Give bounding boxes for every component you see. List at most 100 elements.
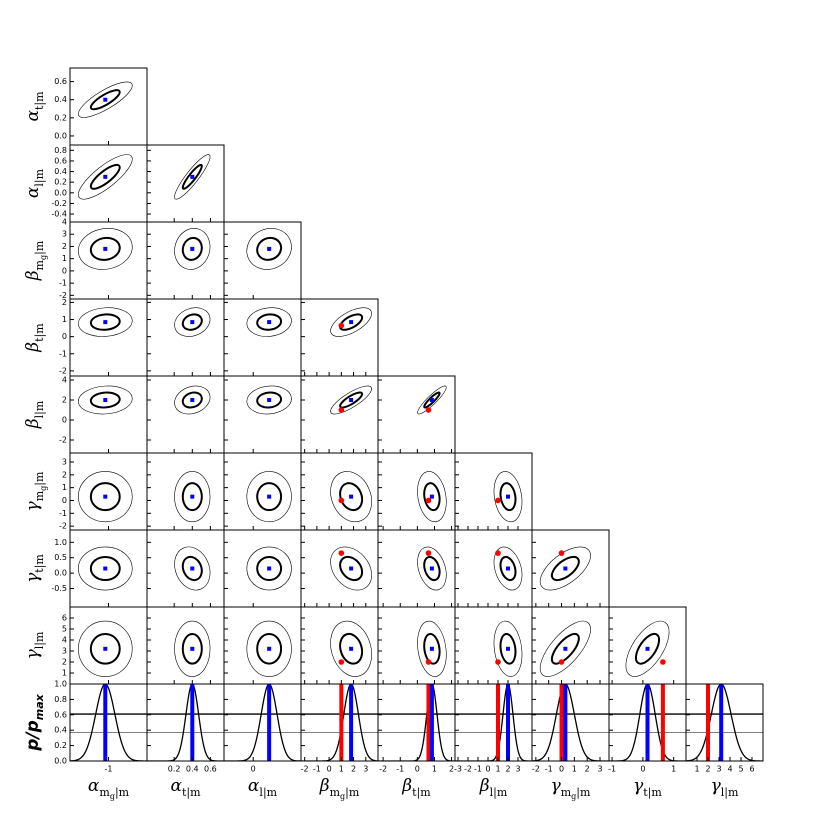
contour (89, 89, 121, 111)
axis-tail: |m (417, 786, 432, 800)
panel-frame (377, 452, 456, 531)
axis-label: βt|m (23, 323, 47, 353)
contour (339, 391, 364, 409)
x-tick-label: 1 (694, 765, 699, 774)
axis-tail: |m (345, 786, 360, 800)
axis-sub: l (33, 645, 46, 649)
density-curve (455, 684, 532, 761)
x-tick-label: 5 (738, 765, 743, 774)
axis-sub: t (412, 786, 417, 799)
panel-frame (223, 221, 302, 300)
x-tick-label: -2 (301, 765, 309, 774)
y-tick-label: 3 (62, 457, 67, 466)
panel (78, 81, 133, 118)
x-tick-label: -1 (396, 765, 404, 774)
x-tick-label: 0 (415, 765, 420, 774)
panel (78, 307, 133, 337)
y-tick-label: 0.4 (54, 167, 67, 176)
contour (499, 482, 517, 512)
contour (539, 620, 591, 677)
best-point (563, 566, 568, 571)
axis-subsub: g (39, 255, 48, 260)
panel (686, 684, 763, 761)
panel (246, 307, 292, 337)
panel-frame (300, 529, 379, 608)
panel-frame (223, 529, 302, 608)
axis-label: γmg|m (23, 471, 48, 511)
panel-frame (69, 375, 148, 454)
panel (246, 385, 292, 415)
panel (417, 471, 447, 523)
y-tick-label: 0.2 (54, 741, 67, 750)
x-tick-label: -3 (454, 765, 462, 774)
true-point (558, 550, 565, 556)
contour (78, 307, 133, 337)
panel (417, 546, 447, 591)
axis-tail: |m (576, 786, 591, 800)
axis-sub: m (561, 786, 572, 799)
true-point (338, 407, 345, 413)
axis-tail: |m (33, 554, 47, 569)
panel-frame (146, 529, 225, 608)
best-point (267, 494, 272, 499)
contour (78, 546, 133, 591)
contour (417, 385, 447, 415)
panel (330, 620, 372, 677)
panel (493, 546, 523, 591)
axis-symbol: α (88, 776, 100, 796)
x-tick-label: -2 (464, 765, 472, 774)
panel (539, 546, 591, 591)
y-tick-label: 0.0 (54, 131, 67, 140)
contour (89, 632, 121, 665)
contour (246, 546, 292, 591)
best-point (103, 246, 108, 251)
true-point (660, 659, 666, 665)
axis-symbol: β (319, 776, 330, 796)
panel (78, 385, 133, 415)
contour (330, 546, 372, 591)
x-tick-label: 0.6 (204, 765, 217, 774)
x-tick-label: 0 (327, 765, 332, 774)
panel-frame (685, 683, 764, 762)
contour (256, 313, 283, 331)
x-tick-label: 1 (671, 765, 676, 774)
axis-subsub: g (39, 486, 48, 491)
true-point (425, 497, 432, 504)
x-tick-label: 0.2 (168, 765, 181, 774)
axis-sub: t (182, 786, 187, 799)
panel-frame (377, 606, 456, 685)
y-tick-label: 0.2 (54, 113, 67, 122)
panel-frame (223, 375, 302, 454)
contour (550, 632, 580, 665)
axis-label: βl|m (479, 776, 508, 800)
true-point (495, 659, 501, 665)
y-tick-label: 2 (62, 470, 67, 479)
best-point (563, 646, 568, 651)
x-tick-label: -1 (608, 765, 616, 774)
contour (550, 555, 580, 582)
axis-label: γmg|m (551, 776, 591, 801)
axis-label: αl|m (23, 168, 47, 198)
best-point (267, 398, 272, 402)
y-tick-label: 2 (62, 242, 67, 251)
panel (224, 684, 301, 761)
contour (499, 632, 517, 665)
panel-frame (69, 606, 148, 685)
y-tick-label: 0.2 (54, 178, 67, 187)
panel-frame (454, 452, 533, 531)
panel-frame (223, 683, 302, 762)
panel (174, 228, 211, 270)
axis-symbol: α (23, 186, 43, 198)
y-tick-label: 0.0 (54, 569, 67, 578)
contour (330, 307, 372, 337)
axis-tail: |m (648, 786, 663, 800)
contour (78, 81, 133, 118)
contour (417, 471, 447, 523)
contour (174, 154, 211, 200)
panel-frame (69, 683, 148, 762)
axis-tail: |m (33, 471, 47, 486)
y-tick-label: 3 (62, 647, 67, 656)
density-curve (532, 684, 609, 761)
x-tick-label: 1 (432, 765, 437, 774)
axis-label: γl|m (711, 776, 739, 800)
